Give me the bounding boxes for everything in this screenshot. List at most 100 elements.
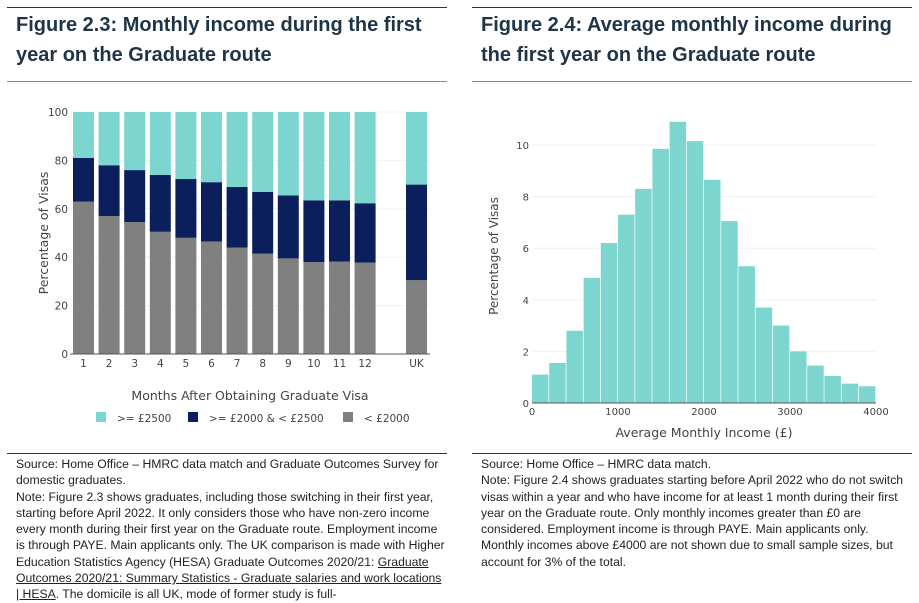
x-axis-label: Average Monthly Income (£) [615,425,792,440]
bar-segment [406,280,427,354]
x-tick-label: 3000 [777,407,802,418]
source-text: Source: Home Office – HMRC data match an… [16,457,439,488]
bar-segment [354,262,376,354]
x-tick-label: 4000 [863,407,888,418]
histogram-bar [824,375,841,403]
y-tick-label: 8 [523,193,529,204]
legend-label: >= £2500 [117,413,171,425]
histogram-bar [566,330,583,403]
x-tick-label: 0 [529,407,535,418]
divider [7,81,447,82]
bar-segment [175,237,197,354]
histogram-bar [635,188,652,403]
bar-segment [149,174,171,232]
legend-swatch [188,412,198,422]
bar-segment [73,112,94,158]
note-text-part: . The domicile is all UK, mode of former… [55,587,337,602]
histogram-bar [686,141,704,403]
bar-segment [252,253,274,354]
bar-segment [406,112,427,185]
y-tick-label: 6 [523,244,529,255]
histogram-bar [583,277,601,403]
bar-segment [201,241,222,354]
histogram-bar [841,383,859,403]
y-tick-label: 80 [55,155,68,167]
figure-notes: Source: Home Office – HMRC data match an… [16,456,446,603]
bar-segment [124,222,146,354]
x-tick-label: 2 [106,358,113,370]
bar-segment [73,201,94,354]
x-tick-label: 7 [234,358,241,370]
bar-segment [303,200,325,263]
x-tick-label: 8 [259,358,266,370]
y-tick-label: 2 [523,347,529,358]
hesa-link[interactable]: Graduate Outcomes 2020/21: Summary Stati… [16,554,442,602]
bar-segment [252,112,274,192]
bar-segment [98,165,120,217]
bar-segment [406,184,427,281]
histogram-chart: 0 2 4 6 8 10 0 1000 2000 3000 4000 Percentage of Vi… [487,121,889,440]
source-text: Source: Home Office – HMRC data match. [481,457,712,471]
histogram-bar [858,386,876,403]
y-axis-label: Percentage of Visas [487,197,501,315]
figure-2-3-panel: Figure 2.3: Monthly income during the fi… [7,0,447,603]
bar-segment [354,112,376,204]
bar-segment [149,112,171,175]
legend-label: < £2000 [364,413,410,425]
bar-segment [124,112,146,171]
bar-segment [226,187,248,248]
histogram-bar [721,221,738,403]
divider [472,453,912,454]
bar-segment [252,191,274,254]
bar-segment [303,112,325,201]
bar-segment [98,216,120,354]
bar-segment [175,179,197,238]
note-text: Note: Figure 2.3 shows graduates, includ… [16,489,446,603]
figure-title: Figure 2.4: Average monthly income durin… [481,14,892,66]
bar-segment [201,112,222,183]
figure-notes: Source: Home Office – HMRC data match. N… [481,456,911,570]
y-tick-label: 0 [523,399,529,410]
bar-segment [201,182,222,242]
histogram-bar [790,351,807,403]
bar-segment [226,112,248,188]
x-tick-label: 1000 [605,407,630,418]
note-text-part: Note: Figure 2.3 shows graduates, includ… [16,489,445,569]
bar-segment [303,262,325,354]
y-tick-label: 40 [55,252,68,264]
histogram-bar [532,374,549,403]
bar-segment [98,112,120,166]
histogram-bar [618,214,635,403]
histogram-bar [600,243,618,403]
legend-swatch [96,412,106,422]
figure-title: Figure 2.3: Monthly income during the fi… [16,14,422,66]
divider [472,81,912,82]
histogram-bar [772,325,790,403]
bar-segment [149,231,171,354]
y-tick-label: 100 [48,107,68,119]
legend-swatch [343,412,353,422]
histogram-bar [704,179,721,403]
histogram-bar [738,266,755,403]
bar-segment [73,157,94,202]
y-axis-label: Percentage of Visas [36,172,51,295]
note-text: Note: Figure 2.4 shows graduates startin… [481,473,904,569]
y-tick-label: 20 [55,301,68,313]
x-tick-label: 3 [131,358,138,370]
divider [7,7,447,8]
x-tick-label: 9 [285,358,292,370]
histogram-bar [549,363,566,403]
histogram-bar [669,121,687,403]
x-tick-label: 10 [307,358,320,370]
bar-segment [277,195,299,259]
x-axis-label: Months After Obtaining Graduate Visa [131,388,368,403]
histogram-bar [652,148,669,403]
x-tick-label: 1 [80,358,87,370]
y-tick-label: 10 [516,141,529,152]
divider [7,453,447,454]
figure-2-4-panel: Figure 2.4: Average monthly income durin… [472,0,912,600]
bar-segment [124,170,146,223]
x-tick-label: 12 [358,358,371,370]
bar-segment [329,200,350,262]
